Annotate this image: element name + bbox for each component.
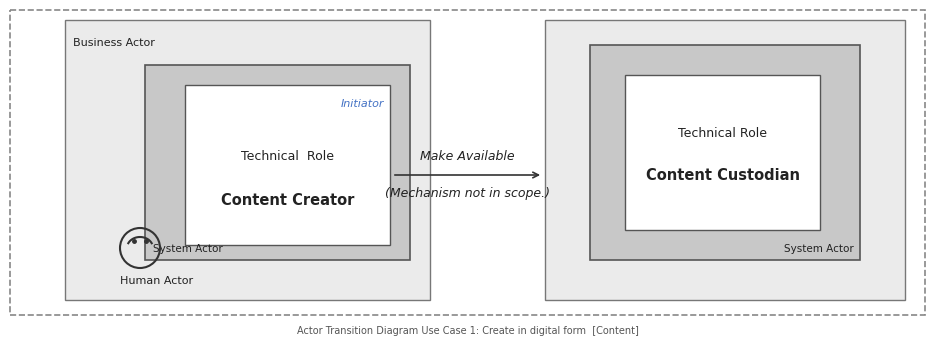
Bar	[185, 85, 390, 245]
Text: Content Creator: Content Creator	[221, 193, 354, 208]
Text: System Actor: System Actor	[153, 244, 223, 254]
Text: Make Available: Make Available	[420, 150, 515, 163]
Bar	[145, 65, 410, 260]
Bar	[625, 75, 820, 230]
Bar	[10, 10, 925, 315]
Text: Human Actor: Human Actor	[120, 276, 194, 286]
Text: Initiator: Initiator	[340, 99, 384, 109]
Bar	[545, 20, 905, 300]
Text: System Actor: System Actor	[784, 244, 854, 254]
Text: Technical Role: Technical Role	[678, 127, 767, 140]
Text: Content Custodian: Content Custodian	[645, 168, 799, 183]
Text: Technical  Role: Technical Role	[241, 151, 334, 163]
Text: Actor Transition Diagram Use Case 1: Create in digital form  [Content]: Actor Transition Diagram Use Case 1: Cre…	[296, 326, 639, 336]
Text: (Mechanism not in scope.): (Mechanism not in scope.)	[385, 187, 550, 200]
Bar	[65, 20, 430, 300]
Bar	[590, 45, 860, 260]
Text: Business Actor: Business Actor	[73, 38, 155, 48]
